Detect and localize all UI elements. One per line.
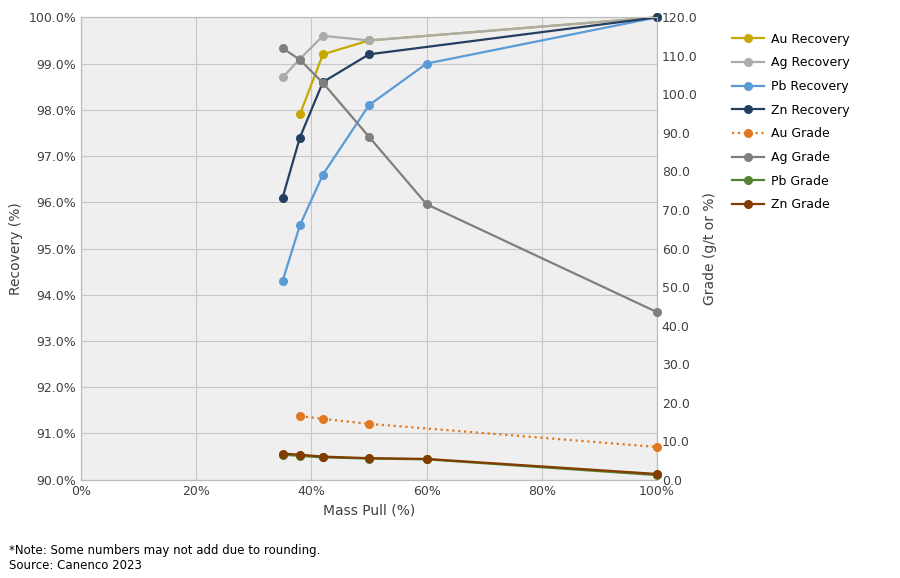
Pb Grade — [652, 472, 662, 479]
Y-axis label: Recovery (%): Recovery (%) — [9, 202, 22, 295]
Zn Grade — [652, 470, 662, 477]
Zn Recovery — [318, 79, 328, 86]
Ag Recovery — [652, 14, 662, 21]
Au Grade — [364, 420, 374, 427]
Pb Grade — [364, 455, 374, 462]
Au Recovery — [318, 51, 328, 58]
Line: Ag Grade: Ag Grade — [279, 45, 661, 316]
Au Recovery — [294, 111, 305, 118]
Au Recovery — [652, 14, 662, 21]
Zn Grade — [294, 451, 305, 458]
Zn Grade — [421, 455, 432, 462]
Line: Zn Grade: Zn Grade — [279, 450, 661, 478]
Y-axis label: Grade (g/t or %): Grade (g/t or %) — [703, 192, 717, 305]
Pb Recovery — [421, 60, 432, 67]
Au Grade — [652, 443, 662, 450]
Au Grade — [318, 416, 328, 423]
Line: Au Recovery: Au Recovery — [296, 13, 661, 118]
Pb Recovery — [364, 102, 374, 109]
Line: Pb Recovery: Pb Recovery — [279, 13, 661, 285]
Ag Grade — [277, 45, 288, 51]
Pb Grade — [318, 454, 328, 461]
Pb Grade — [294, 453, 305, 460]
Zn Recovery — [277, 194, 288, 201]
Zn Grade — [277, 450, 288, 457]
Ag Recovery — [294, 55, 305, 62]
Au Grade — [294, 413, 305, 420]
Au Recovery — [364, 37, 374, 44]
Pb Grade — [277, 451, 288, 458]
Ag Recovery — [318, 32, 328, 39]
Zn Grade — [364, 455, 374, 462]
Zn Recovery — [294, 134, 305, 141]
Line: Ag Recovery: Ag Recovery — [279, 13, 661, 81]
Line: Zn Recovery: Zn Recovery — [279, 13, 661, 202]
Ag Grade — [318, 79, 328, 86]
Zn Grade — [318, 453, 328, 460]
Ag Grade — [294, 56, 305, 63]
Legend: Au Recovery, Ag Recovery, Pb Recovery, Zn Recovery, Au Grade, Ag Grade, Pb Grade: Au Recovery, Ag Recovery, Pb Recovery, Z… — [733, 33, 850, 211]
X-axis label: Mass Pull (%): Mass Pull (%) — [323, 503, 415, 517]
Ag Grade — [421, 201, 432, 208]
Pb Recovery — [294, 222, 305, 229]
Text: *Note: Some numbers may not add due to rounding.
Source: Canenco 2023: *Note: Some numbers may not add due to r… — [9, 544, 320, 572]
Pb Recovery — [277, 277, 288, 284]
Ag Grade — [364, 134, 374, 140]
Ag Recovery — [364, 37, 374, 44]
Zn Recovery — [652, 14, 662, 21]
Ag Grade — [652, 309, 662, 316]
Pb Recovery — [652, 14, 662, 21]
Ag Recovery — [277, 74, 288, 81]
Pb Recovery — [318, 171, 328, 178]
Pb Grade — [421, 456, 432, 463]
Line: Au Grade: Au Grade — [296, 412, 661, 451]
Line: Pb Grade: Pb Grade — [279, 451, 661, 479]
Zn Recovery — [364, 51, 374, 58]
